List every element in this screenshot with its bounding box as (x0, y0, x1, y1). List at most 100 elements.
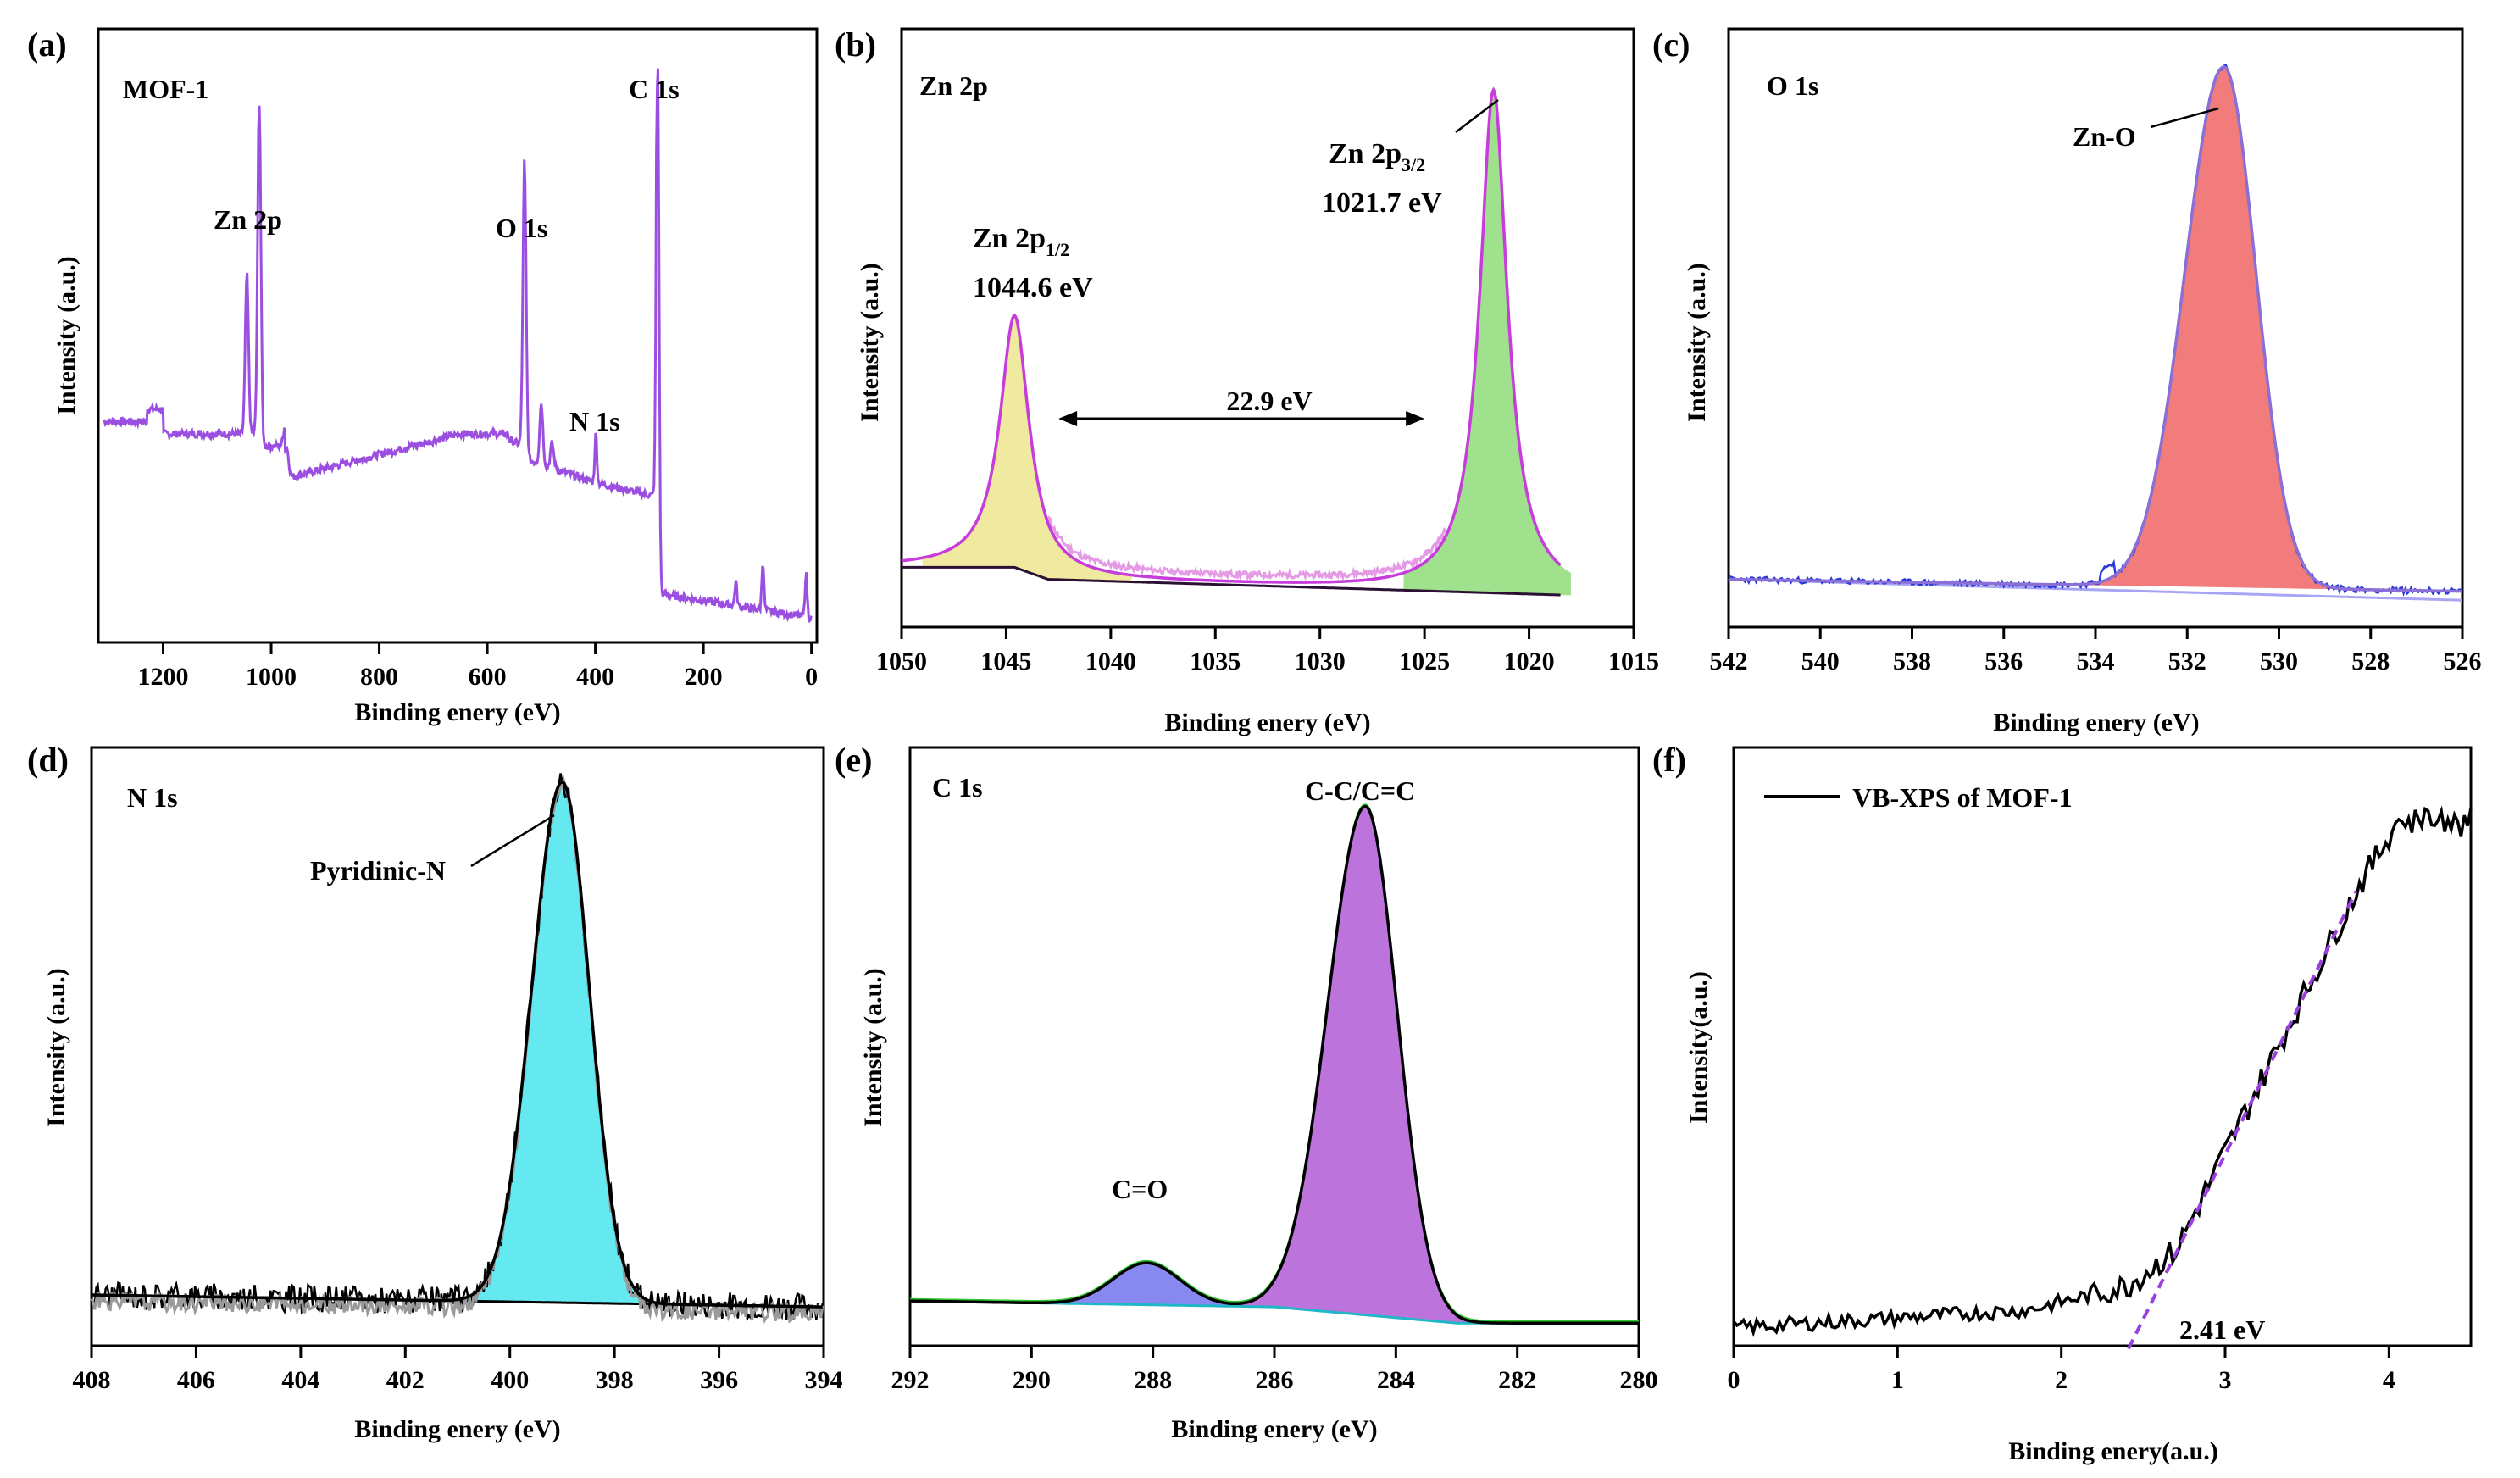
legend-label: VB-XPS of MOF-1 (1852, 782, 2073, 813)
splitting-label: 22.9 eV (1226, 386, 1312, 416)
x-tick-label: 526 (2444, 647, 2482, 675)
peak-label-o1s: O 1s (496, 213, 547, 243)
x-ticks: 0 1 2 3 4 (1728, 1346, 2395, 1394)
panel-a-survey: (a) MOF-1 1200 1000 800 600 400 200 0 Zn 2p O … (27, 25, 819, 726)
x-ticks: 292 290 288 286 284 282 280 (891, 1346, 1658, 1394)
panel-title: MOF-1 (123, 74, 208, 104)
x-axis-label: Binding enery (eV) (354, 1415, 560, 1443)
x-tick-label: 528 (2351, 647, 2390, 675)
x-axis-label: Binding enery(a.u.) (2008, 1437, 2218, 1465)
y-axis-label: Intensity (a.u.) (856, 263, 884, 422)
x-axis-label: Binding enery (eV) (1164, 708, 1370, 736)
plot-frame (1732, 746, 2473, 1347)
background-line (902, 565, 1561, 597)
x-tick-label: 1030 (1295, 647, 1346, 675)
zn-o-fit-area (2026, 67, 2394, 591)
x-tick-label: 402 (386, 1366, 425, 1394)
y-axis-label: Intensity (a.u.) (42, 968, 70, 1127)
x-axis-label: Binding enery (eV) (354, 698, 560, 726)
fit-component-line (90, 775, 824, 1324)
x-axis-label: Binding enery (eV) (1171, 1415, 1377, 1443)
x-tick-label: 2 (2055, 1366, 2068, 1394)
x-tick-label: 1015 (1608, 647, 1659, 675)
panel-d-n1s: (d) N 1s 408 406 404 402 400 398 396 394 Pyridi… (27, 741, 843, 1443)
y-axis-label: Intensity (a.u.) (53, 256, 80, 415)
x-tick-label: 532 (2168, 647, 2206, 675)
panel-title: C 1s (932, 772, 983, 803)
peak-label-zn-o: Zn-O (2073, 121, 2136, 152)
peak-label-c-o: C=O (1112, 1174, 1168, 1204)
x-tick-label: 200 (685, 663, 723, 691)
x-tick-label: 1000 (246, 663, 297, 691)
x-tick-label: 394 (805, 1366, 843, 1394)
splitting-arrow (1058, 411, 1425, 426)
panel-label: (f) (1652, 741, 1686, 779)
x-tick-label: 600 (469, 663, 507, 691)
x-tick-label: 398 (596, 1366, 634, 1394)
c-o-fit-area (1031, 1263, 1251, 1307)
x-tick-label: 280 (1620, 1366, 1658, 1394)
x-tick-label: 800 (360, 663, 398, 691)
x-tick-label: 1040 (1085, 647, 1136, 675)
x-tick-label: 290 (1013, 1366, 1051, 1394)
peak-label-pyridinic-n: Pyridinic-N (310, 855, 446, 886)
x-tick-label: 396 (700, 1366, 738, 1394)
x-tick-label: 1020 (1504, 647, 1555, 675)
x-tick-label: 404 (281, 1366, 319, 1394)
y-axis-label: Intensity(a.u.) (1685, 971, 1712, 1124)
x-tick-label: 536 (1984, 647, 2023, 675)
x-tick-label: 530 (2260, 647, 2298, 675)
x-tick-label: 1025 (1399, 647, 1450, 675)
panel-c-o1s: (c) O 1s 542 540 538 536 534 532 530 528 526 Zn-… (1652, 25, 2482, 736)
x-tick-label: 1200 (138, 663, 189, 691)
peak-label-n1s: N 1s (569, 406, 620, 436)
peak-pointer-arrow (2150, 107, 2219, 129)
fit-envelope-line (92, 780, 823, 1309)
panel-title: N 1s (127, 782, 178, 813)
x-tick-label: 284 (1377, 1366, 1415, 1394)
y-axis-label: Intensity (a.u.) (1683, 263, 1711, 422)
vb-xps-line (1732, 805, 2473, 1337)
x-tick-label: 286 (1256, 1366, 1294, 1394)
plot-frame (900, 27, 1635, 629)
peak-label-c-c: C-C/C=C (1305, 775, 1415, 806)
x-axis-label: Binding enery (eV) (1993, 708, 2199, 736)
x-tick-label: 288 (1134, 1366, 1172, 1394)
c-c-fit-area (1183, 806, 1548, 1324)
pyridinic-n-fit-area (431, 781, 693, 1305)
panel-label: (b) (835, 25, 876, 64)
x-tick-label: 292 (891, 1366, 930, 1394)
x-ticks: 1050 1045 1040 1035 1030 1025 1020 1015 (876, 627, 1659, 675)
panel-label: (e) (835, 741, 872, 779)
peak-energy-zn2p32: 1021.7 eV (1322, 187, 1442, 219)
x-tick-label: 534 (2077, 647, 2115, 675)
x-tick-label: 540 (1801, 647, 1840, 675)
x-tick-label: 4 (2383, 1366, 2395, 1394)
plot-frame (908, 746, 1640, 1347)
x-tick-label: 408 (73, 1366, 111, 1394)
fit-envelope-line (1728, 64, 2462, 593)
x-ticks: 408 406 404 402 400 398 396 394 (73, 1346, 843, 1394)
vb-edge-label: 2.41 eV (2179, 1314, 2265, 1345)
panel-e-c1s: (e) C 1s 292 290 288 286 284 282 280 C=O C-C/C… (835, 741, 1658, 1443)
peak-energy-zn2p12: 1044.6 eV (973, 272, 1093, 303)
x-tick-label: 3 (2219, 1366, 2232, 1394)
x-tick-label: 0 (805, 663, 818, 691)
plot-frame (97, 27, 819, 644)
zn2p32-fit-area (1403, 90, 1571, 596)
survey-spectrum-line (103, 68, 813, 624)
panel-label: (d) (27, 741, 69, 779)
plot-frame (1727, 27, 2464, 629)
panel-title: O 1s (1767, 70, 1818, 101)
x-tick-label: 400 (576, 663, 614, 691)
panel-title: Zn 2p (919, 70, 988, 101)
panel-b-zn2p: (b) Zn 2p 1050 1045 1040 1035 1030 1025 1020 10… (835, 25, 1659, 736)
x-tick-label: 282 (1498, 1366, 1536, 1394)
x-tick-label: 1045 (980, 647, 1031, 675)
panel-label: (c) (1652, 25, 1690, 64)
peak-label-c1s: C 1s (629, 74, 680, 104)
x-tick-label: 0 (1728, 1366, 1740, 1394)
panel-label: (a) (27, 25, 67, 64)
raw-data-line (90, 773, 824, 1323)
